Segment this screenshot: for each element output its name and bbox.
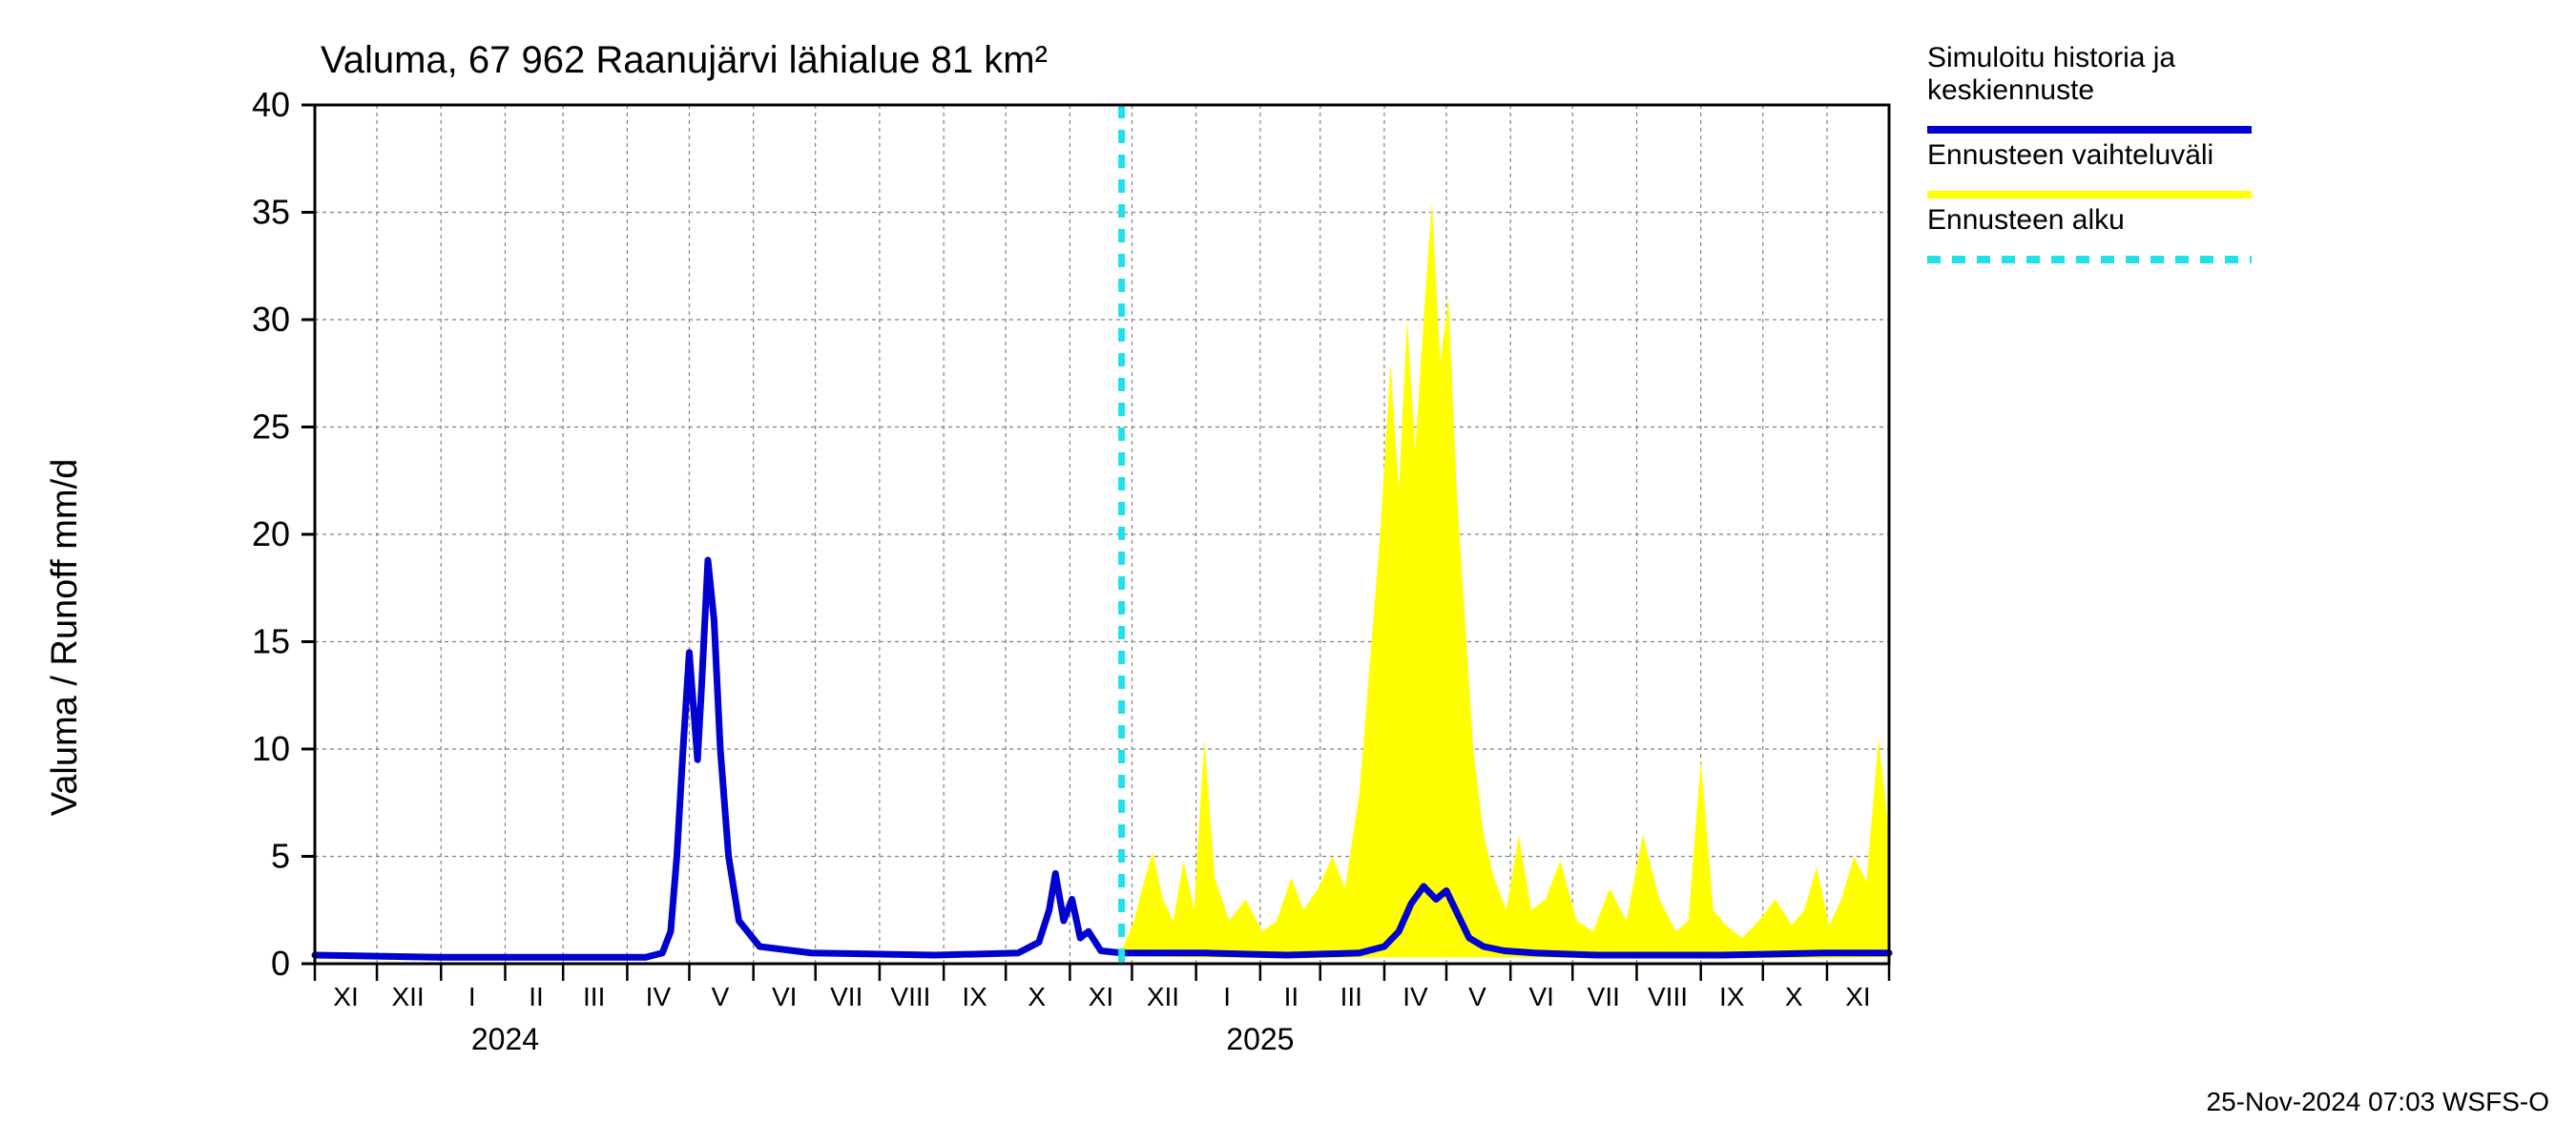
month-label: VII bbox=[830, 982, 862, 1011]
month-label: VIII bbox=[890, 982, 930, 1011]
month-label: IX bbox=[962, 982, 987, 1011]
month-label: V bbox=[1468, 982, 1486, 1011]
chart-svg: 0510152025303540XIXIIIIIIIIIVVVIVIIVIIII… bbox=[0, 0, 2576, 1145]
y-tick-label: 5 bbox=[271, 837, 290, 876]
month-label: IX bbox=[1719, 982, 1745, 1011]
timestamp-text: 25-Nov-2024 07:03 WSFS-O bbox=[2207, 1087, 2550, 1116]
y-axis-label: Valuma / Runoff mm/d bbox=[45, 459, 85, 817]
y-tick-label: 30 bbox=[252, 300, 290, 339]
month-label: I bbox=[468, 982, 476, 1011]
legend-label: Ennusteen vaihteluväli bbox=[1927, 139, 2213, 171]
month-label: VI bbox=[772, 982, 797, 1011]
y-tick-label: 0 bbox=[271, 944, 290, 983]
month-label: XI bbox=[333, 982, 358, 1011]
y-tick-label: 40 bbox=[252, 85, 290, 124]
runoff-forecast-chart: 0510152025303540XIXIIIIIIIIIVVVIVIIVIIII… bbox=[0, 0, 2576, 1145]
month-label: III bbox=[1340, 982, 1362, 1011]
month-label: X bbox=[1785, 982, 1803, 1011]
month-label: II bbox=[529, 982, 544, 1011]
month-label: XII bbox=[391, 982, 424, 1011]
month-label: X bbox=[1028, 982, 1046, 1011]
month-label: XI bbox=[1089, 982, 1113, 1011]
month-label: XI bbox=[1845, 982, 1870, 1011]
legend-label: keskiennuste bbox=[1927, 74, 2094, 106]
month-label: XII bbox=[1147, 982, 1179, 1011]
month-label: III bbox=[583, 982, 605, 1011]
y-tick-label: 15 bbox=[252, 622, 290, 661]
month-label: VII bbox=[1588, 982, 1620, 1011]
month-label: VIII bbox=[1648, 982, 1688, 1011]
month-label: II bbox=[1284, 982, 1299, 1011]
year-label: 2025 bbox=[1226, 1022, 1294, 1056]
y-tick-label: 35 bbox=[252, 193, 290, 232]
month-label: V bbox=[712, 982, 730, 1011]
month-label: VI bbox=[1529, 982, 1554, 1011]
month-label: IV bbox=[646, 982, 672, 1011]
month-label: I bbox=[1223, 982, 1231, 1011]
chart-title: Valuma, 67 962 Raanujärvi lähialue 81 km… bbox=[321, 39, 1048, 81]
y-tick-label: 20 bbox=[252, 514, 290, 553]
chart-background bbox=[0, 0, 2576, 1145]
month-label: IV bbox=[1402, 982, 1428, 1011]
legend-label: Ennusteen alku bbox=[1927, 204, 2125, 236]
y-tick-label: 25 bbox=[252, 407, 290, 447]
year-label: 2024 bbox=[471, 1022, 539, 1056]
legend-label: Simuloitu historia ja bbox=[1927, 42, 2175, 73]
y-tick-label: 10 bbox=[252, 729, 290, 768]
